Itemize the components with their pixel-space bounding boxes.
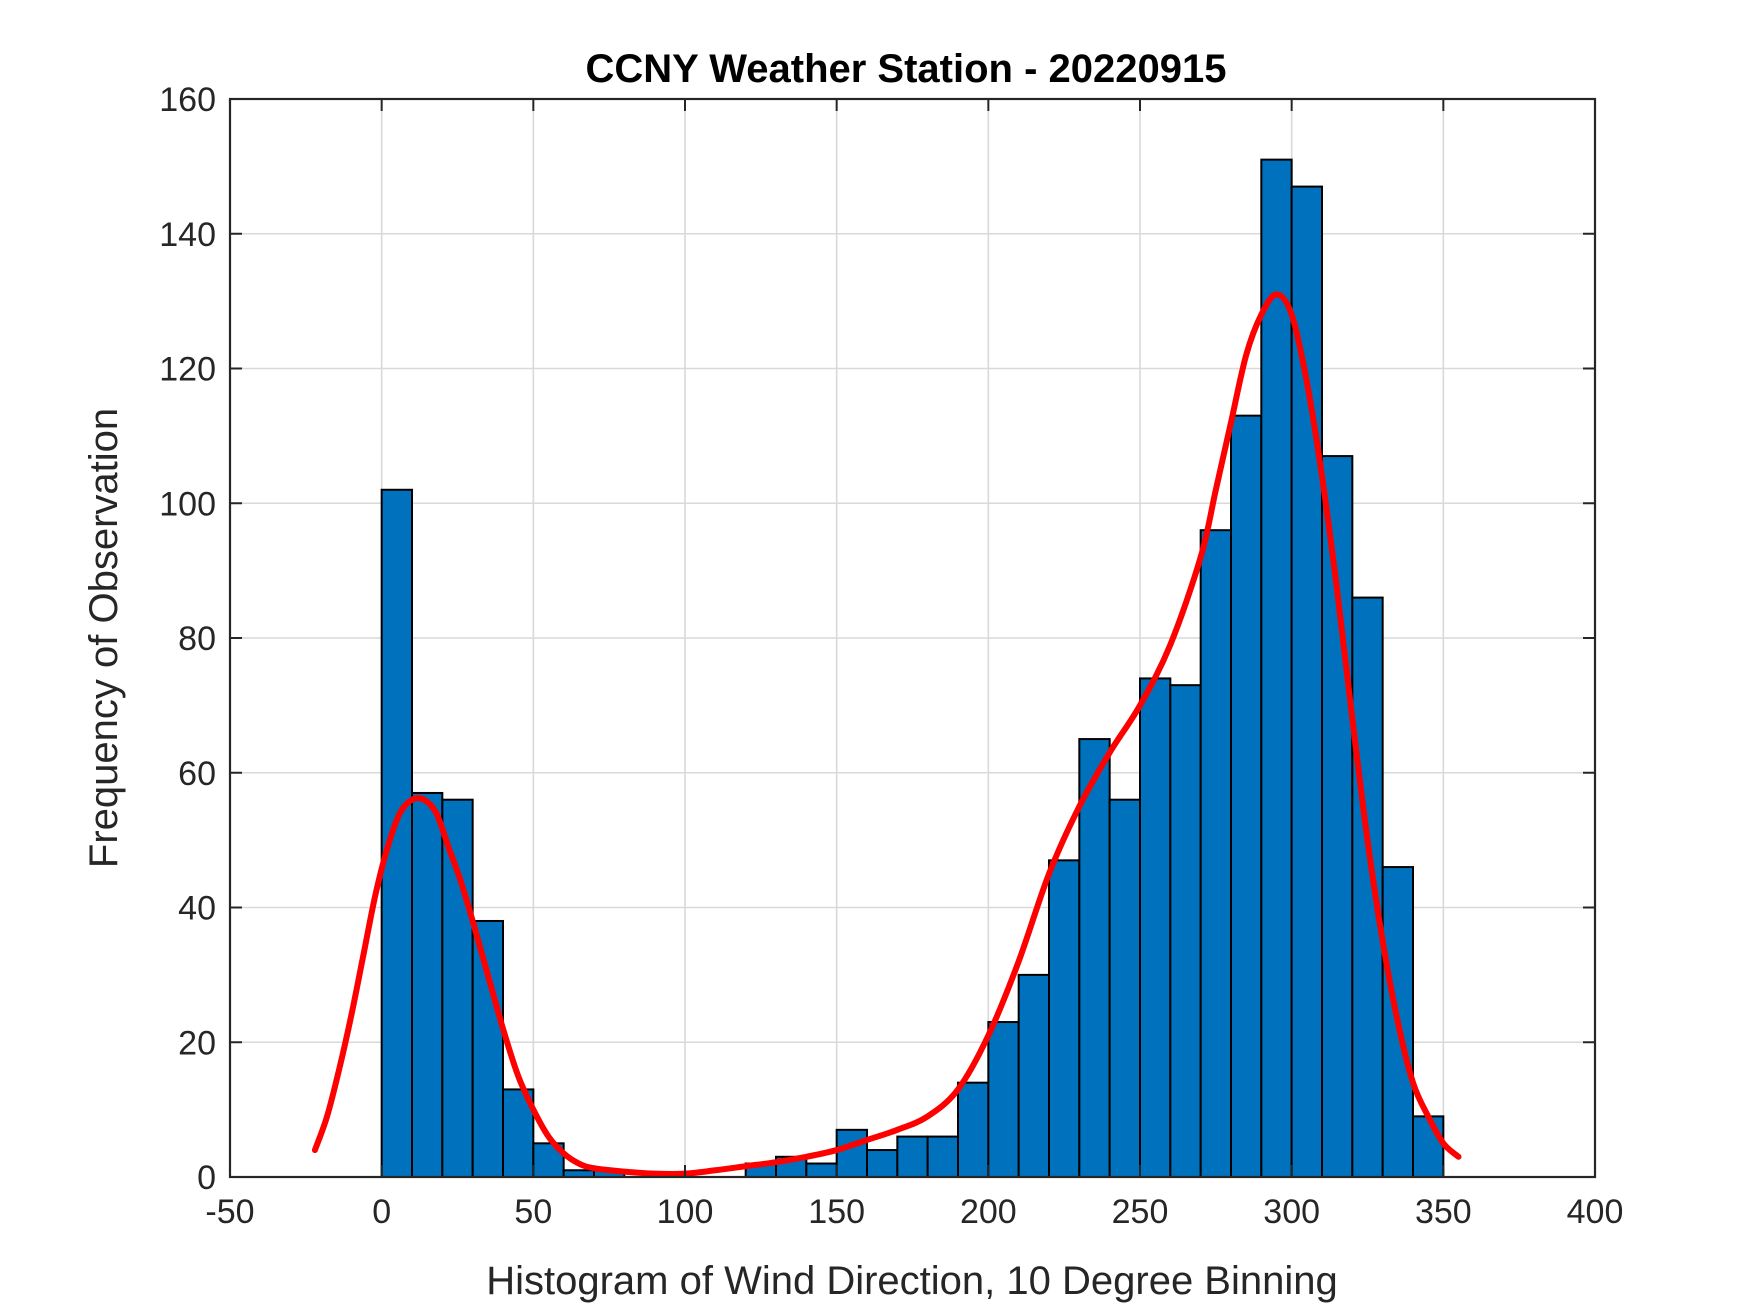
axis-ticks	[229, 98, 1596, 1178]
y-tick-label: 60	[178, 755, 216, 793]
x-axis-tick-labels: -50 0 50 100 150 200 250 300 350 400	[205, 1193, 1623, 1231]
histogram-bar	[441, 798, 474, 1178]
y-tick-label: 100	[159, 485, 216, 523]
x-tick-label: 150	[808, 1193, 865, 1231]
y-tick-label: 40	[178, 890, 216, 928]
histogram-bar	[1351, 596, 1384, 1178]
histogram-bar	[926, 1135, 960, 1178]
x-axis-label: Histogram of Wind Direction, 10 Degree B…	[486, 1259, 1338, 1303]
histogram-bar	[380, 488, 413, 1178]
histogram-bar	[1078, 738, 1111, 1178]
histogram-bar	[805, 1162, 838, 1179]
histogram-bar	[1048, 859, 1081, 1179]
histogram-bar	[1139, 677, 1172, 1178]
x-tick-label: 250	[1112, 1193, 1169, 1231]
histogram-bar	[1321, 455, 1354, 1178]
x-tick-label: -50	[205, 1193, 254, 1231]
histogram-bar	[1108, 798, 1141, 1178]
y-axis-tick-labels: 0 20 40 60 80 100 120 140 160	[159, 81, 216, 1197]
histogram-bar	[1169, 684, 1202, 1178]
histogram-bar	[1381, 866, 1414, 1178]
histogram-bar	[866, 1149, 899, 1179]
plot-area	[228, 97, 1597, 1179]
histogram-bar	[1017, 973, 1051, 1178]
x-tick-label: 0	[372, 1193, 391, 1231]
x-tick-label: 400	[1567, 1193, 1624, 1231]
histogram-bars	[380, 158, 1445, 1179]
y-tick-label: 140	[159, 216, 216, 254]
histogram-bar	[1199, 529, 1232, 1178]
histogram-bar	[957, 1081, 990, 1179]
y-tick-label: 20	[178, 1024, 216, 1062]
histogram-bar	[1230, 414, 1263, 1179]
y-axis-label: Frequency of Observation	[82, 408, 126, 868]
x-tick-label: 50	[514, 1193, 552, 1231]
fit-curve-line	[311, 291, 1462, 1177]
histogram-bar	[471, 919, 504, 1178]
histogram-bar	[411, 791, 444, 1179]
histogram-bar	[896, 1135, 929, 1178]
histogram-bar	[1412, 1115, 1445, 1179]
chart-title: CCNY Weather Station - 20220915	[586, 47, 1227, 91]
x-tick-label: 350	[1415, 1193, 1472, 1231]
x-tick-label: 100	[657, 1193, 714, 1231]
x-tick-label: 300	[1263, 1193, 1320, 1231]
y-tick-label: 80	[178, 620, 216, 658]
histogram-bar	[835, 1128, 869, 1179]
histogram-bar	[987, 1021, 1020, 1178]
y-tick-label: 120	[159, 351, 216, 389]
y-tick-label: 160	[159, 81, 216, 119]
x-tick-label: 200	[960, 1193, 1017, 1231]
y-tick-label: 0	[197, 1159, 216, 1197]
